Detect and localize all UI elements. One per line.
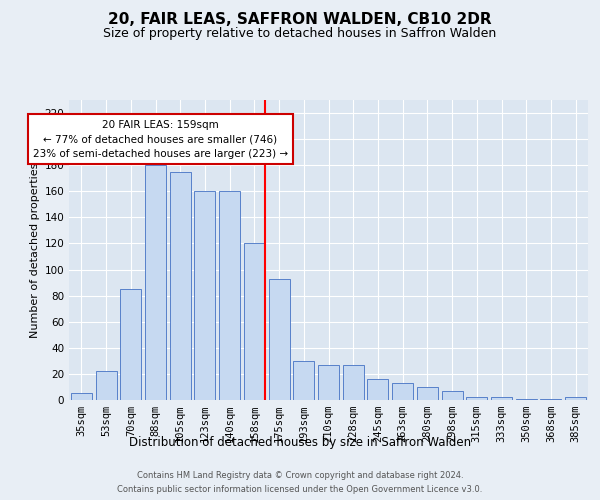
Text: 20 FAIR LEAS: 159sqm
← 77% of detached houses are smaller (746)
23% of semi-deta: 20 FAIR LEAS: 159sqm ← 77% of detached h…: [33, 120, 288, 159]
Text: Contains public sector information licensed under the Open Government Licence v3: Contains public sector information licen…: [118, 484, 482, 494]
Bar: [219, 192, 240, 400]
Bar: [491, 398, 512, 400]
Bar: [120, 289, 141, 400]
Text: Distribution of detached houses by size in Saffron Walden: Distribution of detached houses by size …: [129, 436, 471, 449]
Bar: [565, 398, 586, 400]
Bar: [145, 165, 166, 400]
Bar: [343, 365, 364, 400]
Text: Size of property relative to detached houses in Saffron Walden: Size of property relative to detached ho…: [103, 28, 497, 40]
Bar: [466, 398, 487, 400]
Text: Contains HM Land Registry data © Crown copyright and database right 2024.: Contains HM Land Registry data © Crown c…: [137, 472, 463, 480]
Text: 20, FAIR LEAS, SAFFRON WALDEN, CB10 2DR: 20, FAIR LEAS, SAFFRON WALDEN, CB10 2DR: [108, 12, 492, 28]
Bar: [392, 383, 413, 400]
Bar: [417, 387, 438, 400]
Bar: [516, 398, 537, 400]
Bar: [244, 244, 265, 400]
Bar: [95, 372, 116, 400]
Bar: [541, 398, 562, 400]
Bar: [442, 391, 463, 400]
Bar: [367, 379, 388, 400]
Bar: [269, 278, 290, 400]
Bar: [170, 172, 191, 400]
Bar: [194, 192, 215, 400]
Bar: [293, 361, 314, 400]
Bar: [318, 365, 339, 400]
Bar: [71, 394, 92, 400]
Y-axis label: Number of detached properties: Number of detached properties: [30, 162, 40, 338]
